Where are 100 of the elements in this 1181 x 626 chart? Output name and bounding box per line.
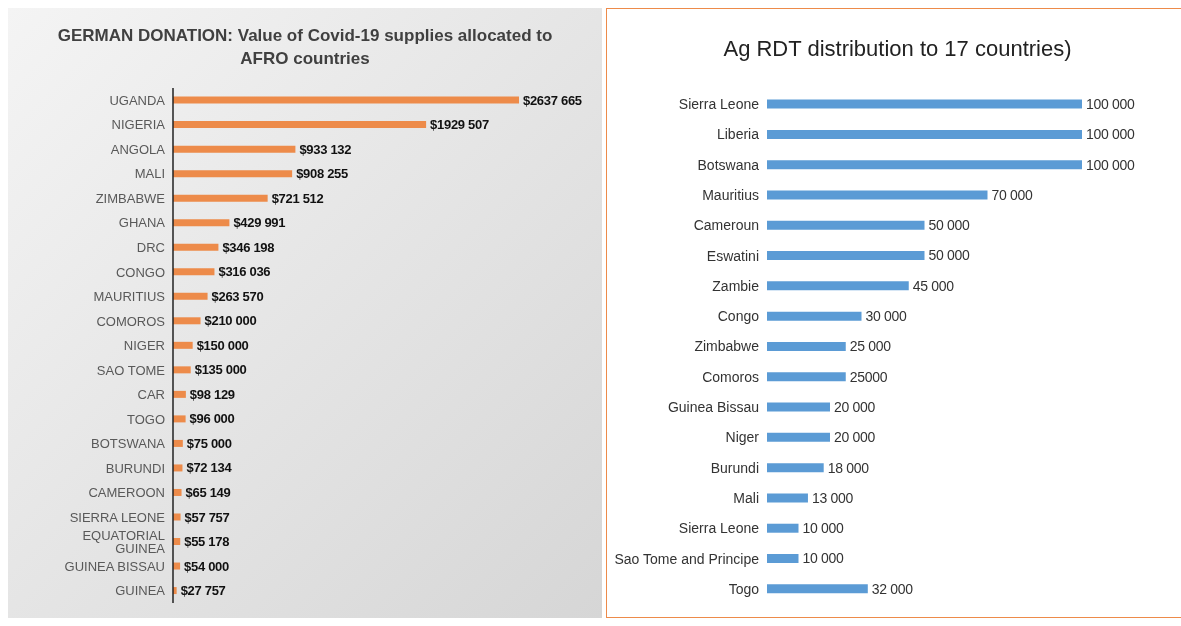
bar	[767, 281, 909, 291]
y-tick-label: Zimbabwe	[694, 338, 760, 355]
y-tick-label: Togo	[728, 580, 760, 597]
data-label: $72 134	[186, 460, 233, 476]
y-tick-label: Sierra Leone	[678, 96, 760, 113]
y-tick-label: Burundi	[710, 459, 759, 476]
y-tick-label: BURUNDI	[105, 460, 165, 476]
y-tick-label: TOGO	[126, 411, 165, 427]
bar	[173, 415, 186, 423]
bar	[173, 366, 191, 374]
data-label: $721 512	[271, 190, 324, 206]
y-tick-label: ANGOLA	[110, 141, 166, 157]
y-tick-label: Guinea Bissau	[667, 399, 759, 416]
data-label: $150 000	[196, 337, 249, 353]
y-tick-label: Zambie	[712, 277, 760, 294]
bar	[767, 584, 868, 594]
bar	[173, 292, 208, 300]
bar	[767, 402, 830, 412]
bar	[173, 513, 181, 521]
bar	[173, 390, 186, 398]
bar	[767, 251, 925, 261]
y-tick-label: BOTSWANA	[91, 436, 166, 452]
y-tick-label: NIGERIA	[111, 117, 166, 133]
data-label: 25 000	[849, 338, 892, 355]
y-tick-label: MALI	[134, 166, 165, 182]
y-tick-label: UGANDA	[109, 92, 166, 108]
y-tick-label: Eswatini	[706, 247, 759, 264]
chart-title: GERMAN DONATION: Value of Covid-19 supplies allocated to AFRO countries	[56, 25, 554, 70]
y-tick-label: Sao Tome and Principe	[614, 550, 760, 567]
y-tick-label: GUINEA	[115, 583, 166, 599]
data-label: 45 000	[912, 277, 955, 294]
data-label: 20 000	[834, 429, 876, 446]
bar	[173, 96, 519, 104]
bar	[173, 121, 427, 129]
data-label: $54 000	[184, 558, 230, 574]
data-label: 10 000	[802, 550, 845, 567]
data-label: 10 000	[802, 520, 845, 537]
y-tick-label: Cameroun	[693, 217, 759, 234]
data-label: 100 000	[1086, 126, 1136, 143]
chart-title: Ag RDT distribution to 17 countries)	[722, 35, 1073, 64]
bar	[173, 439, 183, 447]
bar	[173, 145, 296, 153]
data-label: $135 000	[194, 362, 247, 378]
bar	[767, 160, 1082, 170]
data-label: $65 149	[185, 485, 231, 501]
data-label: 50 000	[928, 217, 971, 234]
data-label: $57 757	[184, 509, 230, 525]
bar	[173, 341, 193, 349]
y-tick-label: ZIMBABWE	[95, 190, 166, 206]
data-label: $210 000	[204, 313, 257, 329]
data-label: 13 000	[811, 489, 854, 506]
data-label: 50 000	[928, 247, 971, 264]
data-label: $55 178	[184, 534, 230, 550]
bar	[173, 194, 268, 202]
y-tick-label: CAMEROON	[88, 485, 165, 501]
bar	[173, 243, 219, 251]
data-label: $1929 507	[430, 117, 489, 133]
data-label: $908 255	[296, 166, 349, 182]
bar	[767, 129, 1082, 139]
data-label: $75 000	[186, 435, 232, 451]
bar	[767, 190, 988, 200]
data-label: 20 000	[834, 398, 876, 415]
bar	[767, 554, 799, 564]
y-tick-label: CAR	[137, 387, 165, 403]
y-tick-label: EQUATORIAL GUINEA	[82, 527, 166, 556]
bar	[173, 317, 201, 325]
y-tick-label: COMOROS	[96, 313, 166, 329]
y-tick-label: SAO TOME	[96, 362, 166, 378]
data-label: $429 991	[233, 215, 286, 231]
y-tick-label: Mauritius	[702, 187, 759, 203]
data-label: $316 036	[218, 264, 271, 280]
data-label: 70 000	[991, 186, 1034, 203]
data-label: $263 570	[211, 288, 264, 304]
data-label: 32 000	[871, 580, 914, 597]
y-tick-label: NIGER	[123, 338, 165, 354]
y-tick-label: Botswana	[697, 156, 760, 173]
data-label: 25000	[849, 368, 888, 385]
bar	[767, 523, 799, 533]
data-label: $933 132	[299, 141, 352, 157]
bar	[767, 493, 808, 503]
y-tick-label: CONGO	[115, 264, 165, 280]
data-label: 100 000	[1086, 156, 1136, 173]
data-label: $96 000	[189, 411, 235, 427]
y-tick-label: MAURITIUS	[93, 289, 166, 305]
data-label: $27 757	[180, 583, 226, 599]
bar	[767, 463, 824, 473]
data-label: $346 198	[222, 239, 275, 255]
bar	[173, 219, 230, 227]
bar	[767, 99, 1082, 109]
y-tick-label: Niger	[725, 429, 760, 446]
y-tick-label: DRC	[136, 240, 165, 256]
y-tick-label: Mali	[733, 489, 759, 506]
y-tick-label: Liberia	[716, 126, 760, 143]
y-tick-label: Congo	[717, 308, 760, 325]
data-label: $98 129	[189, 386, 235, 402]
bar	[173, 268, 215, 276]
y-tick-label: Sierra Leone	[678, 520, 760, 537]
bar	[173, 488, 182, 496]
data-label: 18 000	[827, 459, 870, 476]
y-tick-label: GHANA	[118, 215, 166, 231]
